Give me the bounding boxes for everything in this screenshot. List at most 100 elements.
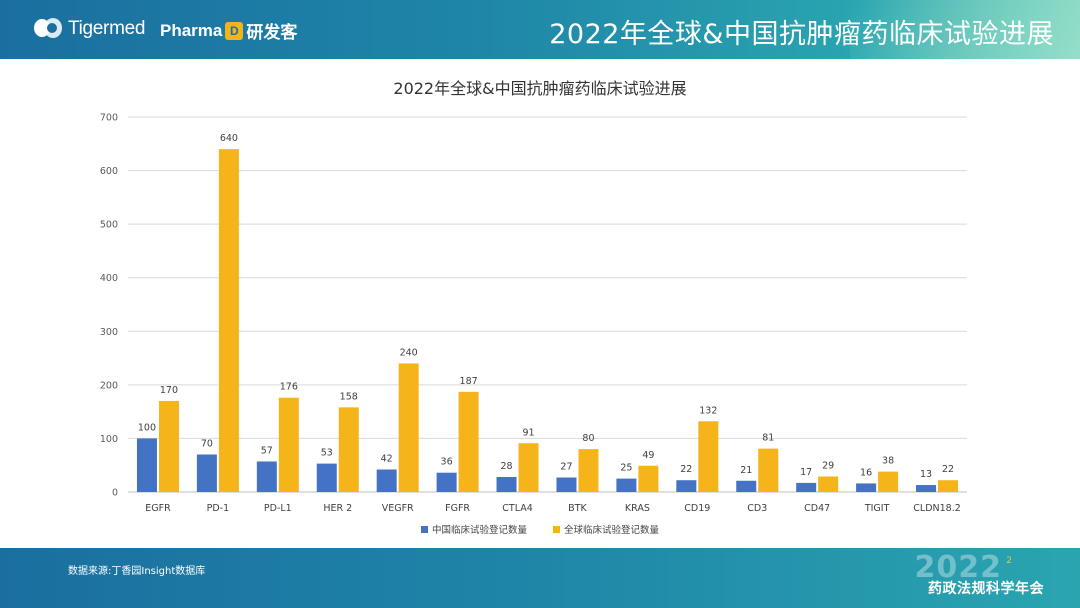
page-number: 2 [1006,556,1012,566]
bar [338,407,359,492]
data-label: 240 [400,347,418,358]
bar [556,477,577,492]
bar [436,472,457,492]
data-label: 22 [942,464,954,475]
data-label: 81 [762,433,774,444]
x-tick-label: EGFR [145,503,171,514]
data-label: 29 [822,460,834,471]
data-label: 13 [920,469,932,480]
legend-label-china: 中国临床试验登记数量 [431,525,527,536]
data-label: 17 [800,467,812,478]
legend-label-global: 全球临床试验登记数量 [564,525,660,536]
data-label: 53 [321,448,333,459]
bar [638,465,659,492]
y-tick-label: 500 [100,220,118,231]
data-label: 187 [460,376,478,387]
data-label: 27 [560,462,572,473]
x-tick-label: TIGIT [864,503,890,514]
legend-item-china: 中国临床试验登记数量 [420,522,527,536]
data-label: 170 [160,385,178,396]
bar [676,480,697,492]
data-label: 28 [500,461,512,472]
bar [796,482,817,492]
y-tick-label: 400 [100,273,118,284]
bar [458,391,479,492]
tigermed-logo: Tigermed [34,16,145,42]
x-tick-label: FGFR [445,503,470,514]
bar [196,454,217,492]
y-tick-label: 200 [100,380,118,391]
bar [616,478,637,492]
data-label: 70 [201,439,213,450]
x-tick-label: CD47 [804,503,830,514]
year-watermark: 2022 [914,550,1002,585]
bar [578,449,599,492]
header-accent [850,0,1080,59]
data-label: 91 [522,427,534,438]
pharma-logo: Pharma D 研发客 [160,18,297,43]
pharma-logo-text: Pharma [160,20,223,40]
x-tick-label: BTK [568,503,587,514]
data-label: 42 [381,454,393,465]
chart-title: 2022年全球&中国抗肿瘤药临床试验进展 [393,79,687,98]
pharma-logo-suffix: 研发客 [246,23,298,42]
tigermed-logo-text: Tigermed [68,18,146,39]
data-label: 16 [860,467,872,478]
bar [278,397,299,492]
x-tick-label: CTLA4 [502,503,533,514]
bar [916,485,937,492]
legend-swatch-china [420,525,428,533]
page-title: 2022年全球&中国抗肿瘤药临床试验进展 [549,19,1054,50]
data-label: 80 [582,433,594,444]
data-label: 21 [740,465,752,476]
bar [316,463,337,492]
data-label: 49 [642,450,654,461]
x-tick-label: KRAS [625,503,650,514]
bar [218,149,239,492]
data-label: 176 [280,382,298,393]
x-tick-label: CD3 [747,503,767,514]
y-tick-label: 100 [100,434,118,445]
data-label: 132 [699,405,717,416]
x-tick-label: PD-L1 [264,503,292,514]
y-tick-label: 600 [100,166,118,177]
bar [698,421,719,492]
y-tick-label: 700 [100,113,118,124]
tigermed-logo-icon [34,16,62,42]
pharma-badge-icon: D [225,21,244,40]
data-label: 640 [220,133,238,144]
data-label: 57 [261,445,273,456]
data-label: 158 [340,391,358,402]
bar [856,483,877,492]
bar [136,438,157,492]
bar [878,471,899,492]
event-name: 药政法规科学年会 [928,581,1044,597]
header-bar: Tigermed Pharma D 研发客 2022年全球&中国抗肿瘤药临床试验… [0,0,1080,59]
bar [398,363,419,492]
bar [256,461,277,492]
bar [818,476,839,492]
bar [736,480,757,492]
bar [496,477,517,492]
x-tick-label: CD19 [684,503,710,514]
data-label: 36 [441,457,453,468]
legend-swatch-global [553,525,560,533]
footer-bar: 数据来源:丁香园Insight数据库 2022 2 药政法规科学年会 [0,548,1080,608]
bar [518,443,539,492]
x-tick-label: VEGFR [382,503,414,514]
data-label: 38 [882,456,894,467]
x-tick-label: PD-1 [207,503,230,514]
x-tick-label: CLDN18.2 [913,503,961,514]
bar [938,480,959,492]
y-tick-label: 0 [112,488,118,499]
bar [376,469,397,492]
chart-legend: 中国临床试验登记数量 全球临床试验登记数量 [0,522,1080,536]
x-tick-label: HER 2 [323,503,352,514]
data-label: 22 [680,464,692,475]
data-label: 25 [620,463,632,474]
data-label: 100 [138,422,156,433]
legend-item-global: 全球临床试验登记数量 [553,522,659,536]
data-source: 数据来源:丁香园Insight数据库 [68,566,206,577]
bar [758,448,779,492]
